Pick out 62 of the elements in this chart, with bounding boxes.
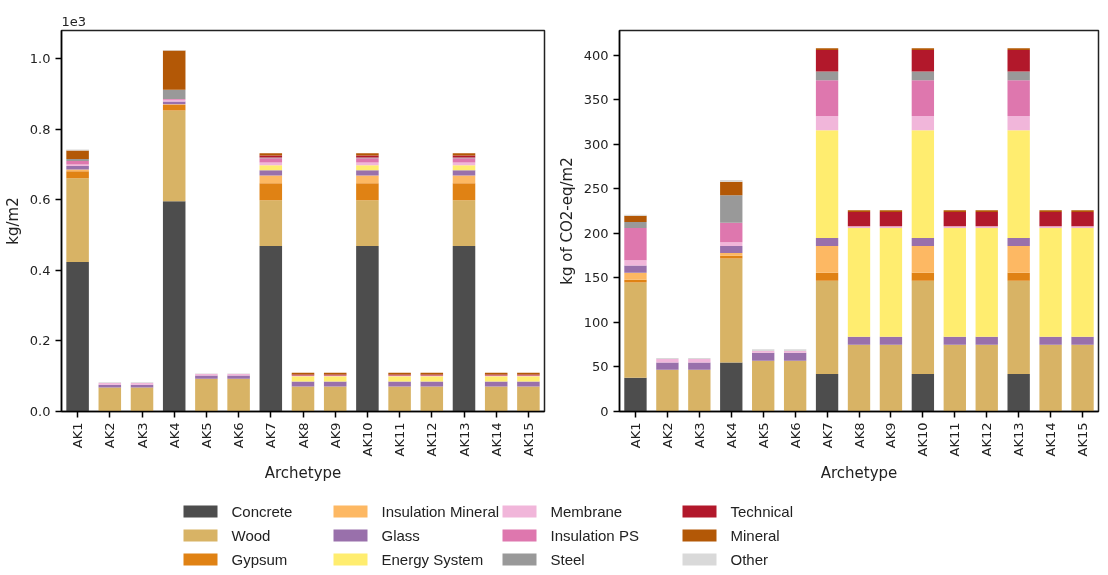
- x-tick-label: AK7: [819, 422, 835, 449]
- x-tick-label: AK7: [263, 422, 279, 449]
- legend-label: Energy System: [381, 551, 484, 568]
- legend-label: Membrane: [550, 503, 623, 520]
- x-tick-label: AK15: [520, 422, 536, 457]
- legend-label: Technical: [730, 503, 794, 520]
- legend-label: Wood: [231, 527, 271, 544]
- y-axis-title: kg of CO2-eq/m2: [557, 157, 576, 285]
- x-tick-label: AK6: [787, 422, 803, 449]
- y-tick-label: 1.0: [29, 51, 51, 67]
- y-tick-label: 0.8: [29, 121, 51, 137]
- x-tick-label: AK10: [359, 422, 375, 457]
- x-tick-label: AK11: [392, 422, 408, 457]
- x-tick-label: AK8: [851, 422, 867, 449]
- y-tick-label: 0.6: [29, 192, 51, 208]
- text: 1e3: [61, 13, 87, 29]
- x-tick-label: AK6: [231, 422, 247, 449]
- x-tick-label: AK15: [1075, 422, 1091, 457]
- y-tick-label: 0.0: [29, 404, 51, 419]
- x-tick-label: AK2: [102, 422, 118, 449]
- x-tick-label: AK14: [488, 422, 504, 457]
- legend-label: Steel: [550, 551, 585, 568]
- x-tick-label: AK9: [883, 422, 899, 449]
- y-tick-label: 400: [583, 47, 609, 63]
- y-tick-label: 50: [591, 359, 609, 375]
- x-tick-label: AK8: [295, 422, 311, 449]
- y-tick-label: 150: [583, 270, 609, 286]
- y-tick-label: 0: [600, 404, 609, 419]
- y-tick-label: 300: [583, 136, 609, 152]
- x-tick-label: AK5: [755, 422, 771, 449]
- x-tick-label: AK4: [166, 422, 182, 449]
- x-tick-label: AK14: [1043, 422, 1059, 457]
- x-tick-label: AK3: [134, 422, 150, 449]
- y-tick-label: 250: [583, 181, 609, 197]
- x-tick-label: AK3: [691, 422, 707, 449]
- x-tick-label: AK1: [627, 422, 643, 449]
- x-tick-label: AK10: [915, 422, 931, 457]
- legend-label: Concrete: [231, 503, 293, 520]
- x-tick-label: AK5: [198, 422, 214, 449]
- legend-label: Insulation Mineral: [381, 503, 500, 520]
- x-tick-label: AK13: [1011, 422, 1027, 457]
- legend-label: Other: [730, 551, 769, 568]
- y-tick-label: 200: [583, 225, 609, 241]
- x-tick-label: AK9: [327, 422, 343, 449]
- x-axis-title: Archetype: [820, 464, 898, 483]
- x-tick-label: AK12: [424, 422, 440, 457]
- y-tick-label: 0.4: [29, 262, 51, 278]
- x-tick-label: AK4: [723, 422, 739, 449]
- legend-label: Gypsum: [231, 551, 288, 568]
- legend-label: Insulation PS: [550, 527, 639, 544]
- x-tick-label: AK2: [659, 422, 675, 449]
- y-tick-label: 100: [583, 314, 609, 330]
- x-axis-title: Archetype: [264, 464, 342, 483]
- legend-label: Glass: [381, 527, 420, 544]
- x-tick-label: AK1: [70, 422, 86, 449]
- x-tick-label: AK13: [456, 422, 472, 457]
- legend-label: Mineral: [730, 527, 780, 544]
- x-tick-label: AK12: [979, 422, 995, 457]
- y-axis-title: kg/m2: [3, 197, 22, 245]
- y-tick-label: 350: [583, 92, 609, 108]
- y-tick-label: 0.2: [29, 333, 51, 349]
- x-tick-label: AK11: [947, 422, 963, 457]
